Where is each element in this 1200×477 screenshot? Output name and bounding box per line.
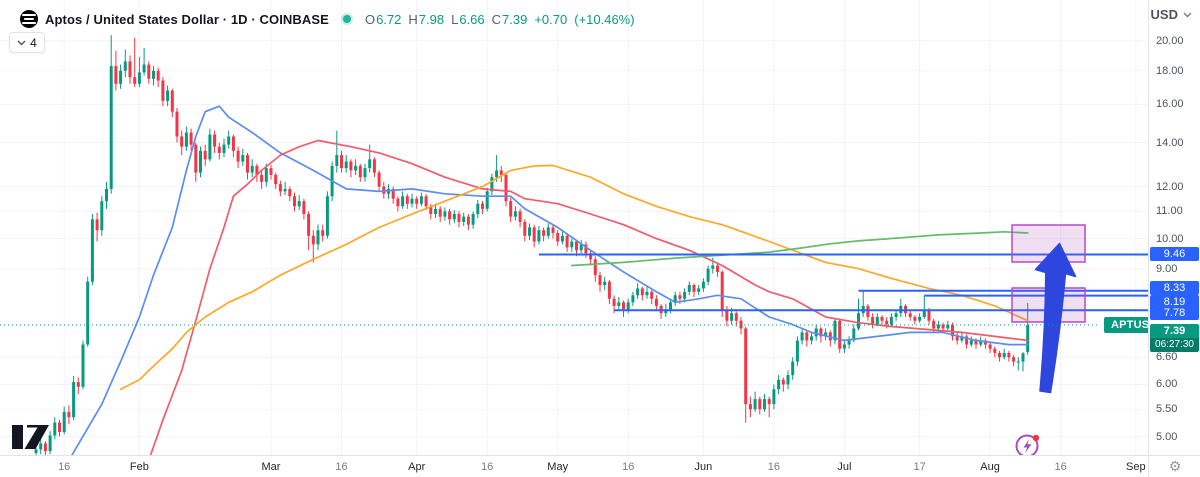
- time-tick-label: 16: [481, 461, 494, 473]
- time-tick-label: Aug: [980, 461, 1000, 473]
- low-value: 6.66: [459, 11, 485, 27]
- price-chart[interactable]: [0, 0, 1148, 455]
- price-tick-label: 12.00: [1156, 180, 1184, 193]
- price-tick-label: 6.00: [1156, 378, 1178, 391]
- time-tick-label: 16: [622, 461, 635, 473]
- time-tick-label: 16: [1054, 461, 1067, 473]
- gear-icon[interactable]: ⚙: [1168, 459, 1182, 475]
- time-tick-label: Sep: [1126, 461, 1146, 473]
- open-label: O: [364, 11, 376, 27]
- change-percent: (+10.46%): [574, 11, 635, 27]
- price-axis[interactable]: 20.00 18.00 16.00 14.00 12.00 11.00 10.00 9.00 6…: [1148, 0, 1200, 455]
- ma-20-line[interactable]: [69, 105, 1029, 455]
- price-tick-label: 10.00: [1156, 232, 1184, 245]
- time-tick-label: Apr: [408, 461, 426, 473]
- close-value: 7.39: [502, 11, 528, 27]
- time-tick-label: Jun: [694, 461, 713, 473]
- price-tick-label: 5.00: [1156, 430, 1178, 443]
- market-status-dot: [342, 15, 351, 23]
- symbol-title[interactable]: Aptos / United States Dollar · 1D · COIN…: [45, 11, 329, 27]
- price-tick-label: 16.00: [1156, 98, 1184, 111]
- trend-arrow-drawing[interactable]: [1034, 242, 1077, 394]
- current-price-label: 7.39 06:27:30: [1150, 323, 1199, 352]
- indicators-count: 4: [30, 35, 37, 50]
- candlestick-series[interactable]: [34, 35, 1030, 455]
- chart-header: Aptos / United States Dollar · 1D · COIN…: [20, 8, 635, 30]
- indicators-collapse-button[interactable]: 4: [9, 32, 45, 53]
- ohlc-values: O 6.72 H 7.98 L 6.66 C 7.39 +0.70 (+10.46%): [365, 12, 635, 27]
- axis-corner: ⚙: [1148, 455, 1200, 477]
- price-line-label-7.78: 7.78: [1150, 306, 1199, 320]
- ma-100-line[interactable]: [119, 164, 1029, 391]
- price-tick-label: 20.00: [1156, 34, 1184, 47]
- chevron-down-icon: [1183, 12, 1192, 17]
- price-tick-label: 14.00: [1156, 136, 1184, 149]
- price-line-label-8.19: 8.19: [1150, 295, 1199, 309]
- price-tick-label: 18.00: [1156, 64, 1184, 77]
- price-line-label-8.33: 8.33: [1150, 281, 1199, 295]
- open-value: 6.72: [376, 11, 402, 27]
- price-tick-label: 5.50: [1156, 403, 1178, 416]
- ma-50-line[interactable]: [149, 139, 1029, 456]
- tradingview-logo-watermark: [10, 422, 52, 455]
- chart-pane[interactable]: APTUSD: [0, 0, 1148, 455]
- ma-200-line[interactable]: [570, 230, 1029, 267]
- time-tick-label: Feb: [129, 461, 149, 473]
- price-tick-label: 11.00: [1156, 205, 1183, 218]
- time-tick-label: 16: [58, 461, 71, 473]
- time-tick-label: Mar: [261, 461, 281, 473]
- time-tick-label: 16: [767, 461, 781, 473]
- currency-label: USD: [1150, 7, 1178, 22]
- time-tick-label: Jul: [837, 461, 852, 473]
- ticker-label: APTUSD: [1104, 316, 1148, 333]
- time-tick-label: 16: [335, 461, 348, 473]
- high-value: 7.98: [418, 11, 445, 27]
- low-label: L: [451, 11, 459, 27]
- change-value: +0.70: [534, 11, 568, 27]
- close-label: C: [491, 11, 502, 27]
- chevron-down-icon: [17, 40, 26, 45]
- flash-events-icon[interactable]: [1014, 432, 1042, 455]
- price-tick-label: 9.00: [1156, 262, 1178, 275]
- price-line-label-9.46: 9.46: [1150, 247, 1199, 261]
- grid-lines: [0, 0, 1148, 455]
- currency-dropdown-button[interactable]: USD: [1151, 7, 1192, 22]
- current-price-value: 7.39: [1150, 323, 1199, 338]
- price-tick-label: 6.60: [1156, 351, 1178, 364]
- aptos-logo-icon: [20, 10, 38, 28]
- countdown-label: 06:27:30: [1150, 337, 1199, 352]
- time-tick-label: May: [547, 461, 569, 473]
- time-tick-label: 17: [913, 461, 926, 473]
- high-label: H: [408, 11, 418, 27]
- time-axis[interactable]: 16 Feb Mar 16 Apr 16 May 16 Jun 16 Jul 17 Aug 16 Sep: [0, 455, 1148, 477]
